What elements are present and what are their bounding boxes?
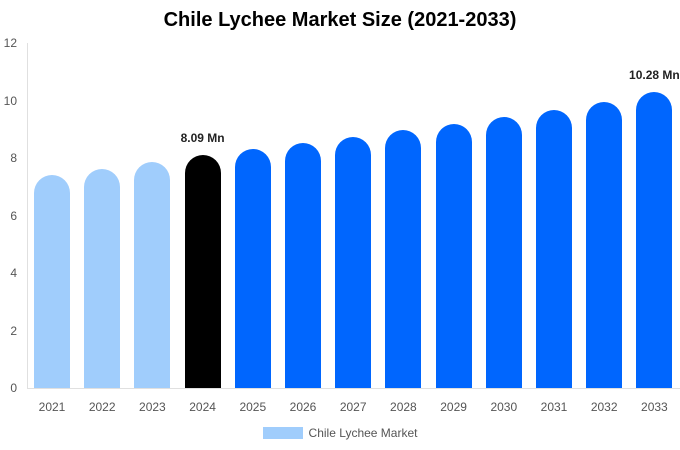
bar-2029[interactable] bbox=[435, 123, 472, 388]
x-tick-label: 2026 bbox=[289, 400, 317, 414]
bar-2026[interactable] bbox=[285, 143, 321, 388]
bar-value-label: 8.09 Mn bbox=[180, 131, 225, 146]
y-tick-label: 8 bbox=[10, 151, 17, 165]
bar-2024[interactable] bbox=[184, 155, 221, 388]
bar-2027[interactable] bbox=[335, 136, 372, 388]
y-tick-label: 0 bbox=[10, 381, 17, 395]
bar-2033[interactable] bbox=[636, 92, 673, 388]
bar-2031[interactable] bbox=[536, 109, 572, 388]
bar-2025[interactable] bbox=[234, 149, 271, 388]
bar-value-label: 10.28 Mn bbox=[629, 68, 680, 83]
bar-2030[interactable] bbox=[485, 117, 522, 388]
x-tick-label: 2030 bbox=[490, 400, 518, 414]
legend: Chile Lychee Market bbox=[0, 426, 680, 440]
legend-swatch[interactable] bbox=[262, 427, 303, 439]
x-tick-label: 2031 bbox=[540, 400, 568, 414]
x-tick-label: 2022 bbox=[88, 400, 116, 414]
x-tick-label: 2033 bbox=[641, 400, 668, 414]
x-tick-label: 2025 bbox=[239, 400, 267, 414]
x-tick-label: 2027 bbox=[339, 400, 367, 414]
x-tick-label: 2032 bbox=[590, 400, 618, 414]
y-tick-label: 4 bbox=[10, 266, 17, 280]
x-axis-line bbox=[27, 388, 680, 389]
chart-title: Chile Lychee Market Size (2021-2033) bbox=[163, 9, 517, 31]
x-tick-label: 2021 bbox=[38, 400, 66, 414]
x-tick-label: 2024 bbox=[189, 400, 216, 414]
y-tick-label: 12 bbox=[3, 36, 17, 50]
bar-2028[interactable] bbox=[385, 130, 422, 388]
x-tick-label: 2029 bbox=[440, 400, 467, 414]
y-axis-line bbox=[27, 43, 28, 389]
x-tick-label: 2028 bbox=[390, 400, 417, 414]
bar-2022[interactable] bbox=[84, 168, 121, 388]
legend-label[interactable]: Chile Lychee Market bbox=[308, 426, 418, 440]
x-tick-label: 2023 bbox=[139, 400, 166, 414]
bar-2023[interactable] bbox=[134, 162, 171, 388]
y-tick-label: 10 bbox=[3, 93, 17, 108]
y-tick-label: 2 bbox=[10, 323, 17, 338]
bar-2021[interactable] bbox=[34, 174, 70, 388]
bar-2032[interactable] bbox=[586, 101, 623, 388]
y-tick-label: 6 bbox=[10, 208, 17, 223]
